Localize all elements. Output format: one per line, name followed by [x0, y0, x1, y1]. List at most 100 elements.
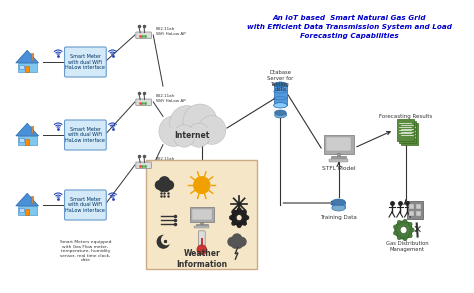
Text: Dtabase
Server for
Testing
data: Dtabase Server for Testing data	[267, 70, 293, 92]
Ellipse shape	[332, 205, 346, 211]
FancyBboxPatch shape	[332, 202, 346, 208]
Ellipse shape	[274, 110, 286, 115]
Circle shape	[156, 235, 170, 249]
Circle shape	[159, 184, 166, 192]
Circle shape	[397, 236, 401, 240]
Text: Internet: Internet	[174, 132, 210, 141]
Text: An IoT based  Smart Natural Gas Grid: An IoT based Smart Natural Gas Grid	[273, 15, 426, 21]
Circle shape	[159, 116, 188, 146]
Circle shape	[408, 222, 412, 226]
Circle shape	[397, 220, 401, 224]
FancyBboxPatch shape	[399, 121, 416, 143]
Circle shape	[155, 180, 164, 190]
Polygon shape	[19, 208, 24, 212]
Circle shape	[236, 215, 242, 221]
Polygon shape	[31, 126, 33, 133]
Circle shape	[395, 221, 412, 239]
Circle shape	[400, 226, 407, 234]
Text: Smart Meter
with dual WiFi
HaLow interface: Smart Meter with dual WiFi HaLow interfa…	[65, 127, 105, 143]
Ellipse shape	[273, 82, 287, 87]
FancyBboxPatch shape	[410, 211, 414, 216]
Text: 802.11ah
WiFi HaLow AP: 802.11ah WiFi HaLow AP	[156, 94, 186, 103]
FancyBboxPatch shape	[64, 120, 106, 150]
Circle shape	[229, 215, 234, 220]
FancyBboxPatch shape	[327, 137, 351, 151]
Polygon shape	[18, 63, 37, 72]
Ellipse shape	[332, 199, 346, 205]
FancyBboxPatch shape	[194, 226, 209, 228]
Polygon shape	[16, 193, 38, 206]
FancyBboxPatch shape	[136, 99, 151, 105]
Circle shape	[237, 207, 241, 212]
Text: 802.11ah
WiFi HaLow AP: 802.11ah WiFi HaLow AP	[156, 27, 186, 36]
Circle shape	[231, 221, 236, 226]
Circle shape	[159, 176, 170, 188]
FancyBboxPatch shape	[190, 207, 214, 222]
FancyBboxPatch shape	[164, 128, 220, 139]
FancyBboxPatch shape	[64, 190, 106, 220]
Polygon shape	[31, 196, 33, 203]
Circle shape	[403, 219, 407, 223]
Polygon shape	[19, 65, 24, 69]
FancyBboxPatch shape	[329, 159, 348, 161]
FancyBboxPatch shape	[331, 156, 346, 159]
Circle shape	[231, 210, 236, 214]
Polygon shape	[18, 206, 37, 215]
FancyBboxPatch shape	[416, 211, 421, 216]
Text: Smart Meters equipped
with Gas Flow meter,
temperature, humidity
sensor, real ti: Smart Meters equipped with Gas Flow mete…	[60, 240, 111, 263]
Circle shape	[235, 241, 243, 249]
Circle shape	[197, 245, 207, 255]
Polygon shape	[26, 139, 29, 145]
Text: Smart Meter
with dual WiFi
HaLow interface: Smart Meter with dual WiFi HaLow interfa…	[65, 54, 105, 70]
FancyBboxPatch shape	[408, 201, 423, 219]
FancyBboxPatch shape	[201, 238, 203, 247]
Circle shape	[193, 176, 210, 194]
Circle shape	[410, 228, 414, 232]
FancyBboxPatch shape	[136, 32, 151, 38]
Text: Forecasting Capabilities: Forecasting Capabilities	[300, 33, 399, 39]
FancyBboxPatch shape	[324, 134, 354, 154]
Circle shape	[163, 184, 170, 192]
Ellipse shape	[274, 113, 286, 118]
Text: Weather
Information: Weather Information	[176, 249, 228, 269]
Polygon shape	[19, 138, 24, 142]
Text: Forecasting Results: Forecasting Results	[379, 114, 432, 119]
FancyBboxPatch shape	[337, 153, 340, 156]
FancyBboxPatch shape	[410, 204, 414, 209]
Polygon shape	[16, 123, 38, 136]
Circle shape	[403, 237, 407, 241]
Circle shape	[243, 210, 247, 214]
Text: Smart Meter
with dual WiFi
HaLow interface: Smart Meter with dual WiFi HaLow interfa…	[65, 197, 105, 213]
FancyBboxPatch shape	[136, 162, 151, 168]
Circle shape	[198, 116, 226, 144]
FancyBboxPatch shape	[401, 123, 418, 145]
FancyBboxPatch shape	[274, 113, 286, 115]
Ellipse shape	[273, 103, 287, 108]
Circle shape	[245, 215, 249, 220]
Circle shape	[231, 241, 239, 249]
Polygon shape	[16, 50, 38, 63]
Polygon shape	[26, 209, 29, 215]
Circle shape	[228, 237, 237, 247]
Circle shape	[237, 224, 241, 228]
Circle shape	[237, 237, 246, 247]
FancyBboxPatch shape	[397, 119, 414, 141]
Circle shape	[173, 125, 195, 147]
FancyBboxPatch shape	[146, 160, 257, 269]
Text: Training Data: Training Data	[320, 215, 357, 220]
Circle shape	[161, 234, 172, 245]
Circle shape	[164, 180, 174, 190]
FancyBboxPatch shape	[199, 231, 205, 249]
FancyBboxPatch shape	[201, 222, 203, 224]
FancyBboxPatch shape	[273, 85, 287, 105]
Text: Gas Distribution
Management: Gas Distribution Management	[386, 241, 429, 252]
Text: STFL Model: STFL Model	[322, 166, 356, 171]
Circle shape	[231, 210, 247, 226]
Circle shape	[170, 105, 204, 141]
FancyBboxPatch shape	[192, 209, 211, 220]
Circle shape	[187, 123, 210, 147]
Circle shape	[243, 221, 247, 226]
Circle shape	[183, 104, 217, 139]
Polygon shape	[26, 66, 29, 72]
Text: with Efficient Data Transmission System and Load: with Efficient Data Transmission System …	[247, 24, 452, 30]
